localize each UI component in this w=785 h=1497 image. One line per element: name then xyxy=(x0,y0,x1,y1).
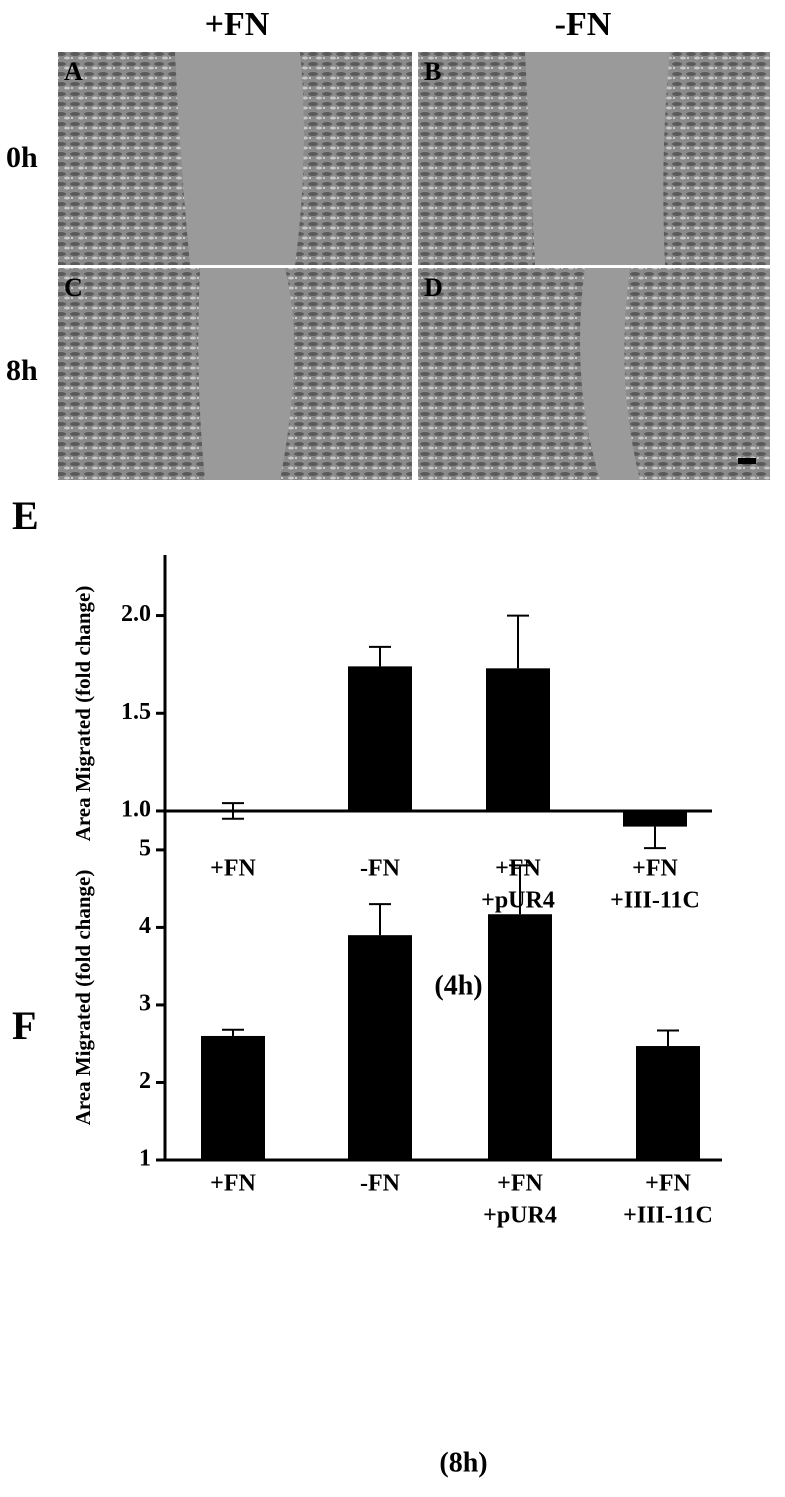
scale-bar xyxy=(738,458,756,464)
x-tick-label: +III-11C xyxy=(610,888,700,914)
x-tick-label: +FN xyxy=(495,856,541,882)
image-label: B xyxy=(424,57,441,86)
bar xyxy=(348,935,412,1160)
panel-label: E xyxy=(12,493,39,538)
column-label: -FN xyxy=(555,6,612,43)
bar xyxy=(488,914,552,1160)
wound-gap xyxy=(580,268,640,480)
x-tick-label: +pUR4 xyxy=(483,1203,557,1229)
row-label: 8h xyxy=(6,354,38,387)
image-label: A xyxy=(64,57,83,86)
x-tick-label: -FN xyxy=(360,856,401,882)
bar xyxy=(636,1046,700,1160)
bar xyxy=(201,1035,265,1160)
y-axis-label: Area Migrated (fold change) xyxy=(71,870,95,1126)
x-tick-label: -FN xyxy=(360,1171,401,1197)
y-axis-label: Area Migrated (fold change) xyxy=(71,586,95,842)
bar xyxy=(348,666,412,811)
y-tick-label: 1 xyxy=(139,1146,151,1172)
y-tick-label: 1.5 xyxy=(121,699,151,725)
wound-gap xyxy=(525,52,670,265)
x-axis-label: (8h) xyxy=(439,1447,487,1478)
column-label: +FN xyxy=(205,6,270,43)
image-label: C xyxy=(64,273,83,302)
y-tick-label: 2 xyxy=(139,1068,151,1094)
y-tick-label: 3 xyxy=(139,990,151,1016)
y-tick-label: 1.0 xyxy=(121,796,151,822)
image-label: D xyxy=(424,273,443,302)
y-tick-label: 4 xyxy=(139,913,151,939)
x-tick-label: +FN xyxy=(210,1171,256,1197)
row-label: 0h xyxy=(6,141,38,174)
bar xyxy=(623,810,687,827)
y-tick-label: 2.0 xyxy=(121,601,151,627)
y-tick-label: 5 xyxy=(139,835,151,861)
wound-gap xyxy=(198,268,294,480)
x-axis-label: (4h) xyxy=(434,970,482,1001)
x-tick-label: +FN xyxy=(497,1171,543,1197)
micrographs xyxy=(58,52,770,480)
panel-label: F xyxy=(12,1003,36,1048)
x-tick-label: +FN xyxy=(645,1171,691,1197)
x-tick-label: +pUR4 xyxy=(481,888,555,914)
x-tick-label: +FN xyxy=(632,856,678,882)
wound-gap xyxy=(175,52,304,265)
x-tick-label: +III-11C xyxy=(623,1203,713,1229)
x-tick-label: +FN xyxy=(210,856,256,882)
bar xyxy=(486,668,550,811)
